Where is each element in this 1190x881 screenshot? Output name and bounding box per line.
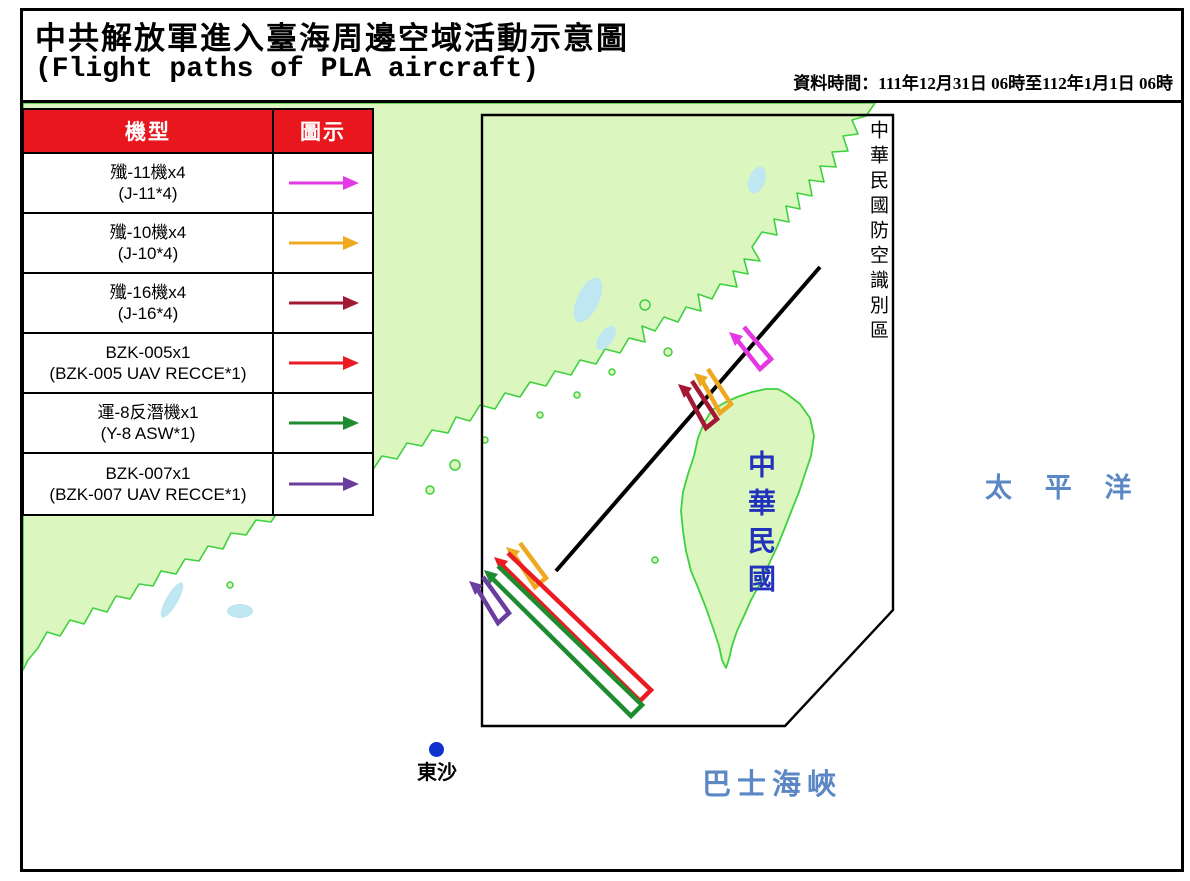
legend-arrow-icon — [289, 236, 359, 250]
aircraft-name-zh: 殲-16機x4 — [109, 282, 187, 302]
page-title-en: (Flight paths of PLA aircraft) — [35, 54, 540, 85]
aircraft-name-en: (BZK-005 UAV RECCE*1) — [49, 364, 247, 383]
flight-path-bzk005 — [494, 551, 655, 705]
pratas-label: 東沙 — [417, 762, 457, 784]
aircraft-name-en: (BZK-007 UAV RECCE*1) — [49, 485, 247, 504]
aircraft-name-en: (J-16*4) — [117, 304, 179, 323]
data-time-label: 資料時間：111年12月31日 06時至112年1月1日 06時 — [793, 74, 1173, 93]
aircraft-name-en: (Y-8 ASW*1) — [100, 424, 196, 443]
bashi-channel-label: 巴士海峽 — [702, 769, 843, 801]
aircraft-name-en: (J-11*4) — [118, 184, 178, 203]
aircraft-name-zh: 運-8反潛機x1 — [97, 402, 199, 422]
flight-arrowhead — [484, 570, 498, 584]
legend-table: 機型 圖示 殲-11機x4 (J-11*4) 殲-10機x4 (J-10*4) — [22, 108, 374, 516]
flight-arrowhead — [506, 547, 520, 561]
flight-track — [491, 564, 646, 720]
legend-arrow-icon — [289, 356, 359, 370]
flight-arrowhead — [729, 332, 743, 346]
legend-row-j16: 殲-16機x4 (J-16*4) — [24, 274, 372, 334]
legend-col-symbol: 圖示 — [274, 110, 372, 154]
aircraft-name-zh: 殲-11機x4 — [110, 162, 186, 182]
flight-track — [476, 575, 513, 627]
legend-row-bzk007: BZK-007x1 (BZK-007 UAV RECCE*1) — [24, 454, 372, 514]
flight-arrowhead — [678, 384, 692, 398]
aircraft-name-en: (J-10*4) — [117, 244, 179, 263]
flight-path-j16 — [678, 379, 720, 432]
aircraft-name-zh: BZK-007x1 — [105, 463, 191, 483]
header: 中共解放軍進入臺海周邊空域活動示意圖 (Flight paths of PLA … — [23, 11, 1181, 103]
flight-arrowhead — [469, 581, 483, 595]
pacific-ocean-label: 太 平 洋 — [985, 473, 1145, 503]
water-patches — [160, 166, 766, 618]
page-title-zh: 中共解放軍進入臺海周邊空域活動示意圖 — [35, 21, 629, 56]
taiwan-label: 中華民國 — [744, 450, 775, 602]
flight-track — [736, 325, 775, 373]
flight-arrowhead — [694, 373, 708, 387]
legend-row-j11: 殲-11機x4 (J-11*4) — [24, 154, 372, 214]
offshore-islands — [226, 299, 673, 589]
flight-track — [501, 551, 655, 705]
legend-arrow-icon — [289, 416, 359, 430]
legend-arrow-icon — [289, 477, 359, 491]
legend-row-bzk005: BZK-005x1 (BZK-005 UAV RECCE*1) — [24, 334, 372, 394]
flight-path-y8-asw — [484, 564, 646, 720]
adiz-label: 中華民國防空識別區 — [867, 120, 888, 345]
flight-path-j10-north — [694, 367, 734, 417]
adiz-boundary — [480, 113, 895, 728]
median-line — [554, 265, 822, 573]
aircraft-name-zh: BZK-005x1 — [105, 342, 191, 362]
legend-row-j10: 殲-10機x4 (J-10*4) — [24, 214, 372, 274]
pratas-dot — [429, 742, 444, 757]
flight-path-j11 — [729, 325, 775, 373]
flight-track — [685, 379, 720, 432]
legend-row-y8: 運-8反潛機x1 (Y-8 ASW*1) — [24, 394, 372, 454]
legend-col-type: 機型 — [24, 110, 274, 154]
legend-arrow-icon — [289, 296, 359, 310]
legend-header-row: 機型 圖示 — [24, 110, 372, 154]
legend-arrow-icon — [289, 176, 359, 190]
taiwan-island — [680, 388, 815, 669]
flight-path-bzk007 — [469, 575, 513, 627]
flight-arrowhead — [494, 557, 508, 571]
aircraft-name-zh: 殲-10機x4 — [109, 222, 187, 242]
flight-track — [701, 367, 734, 417]
